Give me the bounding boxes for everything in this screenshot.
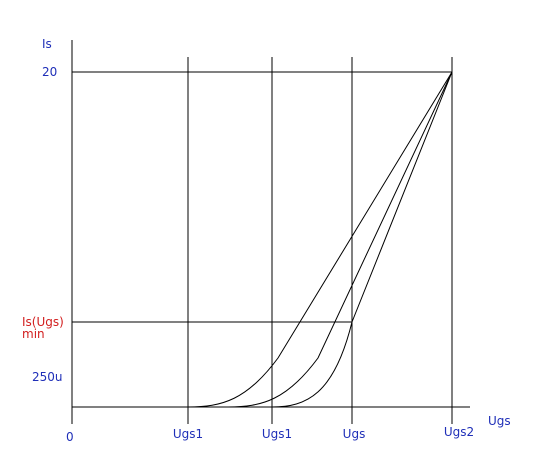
origin-label: 0	[66, 430, 74, 444]
x-tick-ugs: Ugs	[343, 427, 366, 441]
is-min-label-line1: Is(Ugs)	[22, 315, 64, 329]
is-min-label-line2: min	[22, 327, 45, 341]
x-tick-ugs1-a: Ugs1	[173, 427, 203, 441]
y-top-value: 20	[42, 65, 57, 79]
transfer-curve-middle	[227, 71, 453, 408]
x-tick-ugs1-b: Ugs1	[262, 427, 292, 441]
x-axis-label: Ugs	[488, 414, 511, 428]
transfer-curve-right	[271, 71, 453, 408]
transfer-curve-left	[187, 71, 453, 408]
x-tick-ugs2: Ugs2	[444, 425, 474, 439]
y-axis-label: Is	[42, 37, 52, 51]
y-bottom-value: 250u	[32, 370, 63, 384]
